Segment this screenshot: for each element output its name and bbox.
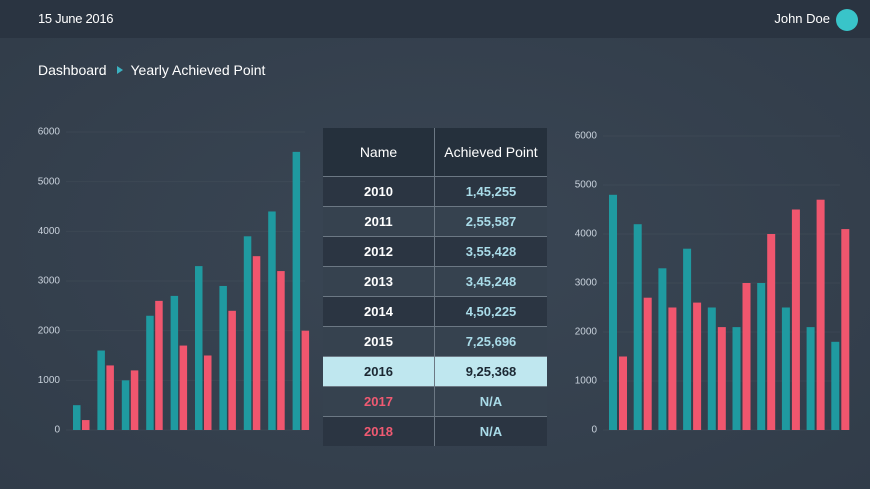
bar [82, 420, 90, 430]
user-name[interactable]: John Doe [774, 11, 830, 26]
bar [841, 229, 850, 430]
bar [268, 211, 276, 430]
top-bar: 15 June 2016 John Doe [0, 0, 870, 38]
breadcrumb-arrow [116, 66, 123, 74]
y-tick-label: 3000 [38, 276, 61, 287]
bar [658, 268, 667, 430]
bar [693, 302, 702, 430]
year-cell: 2017 [323, 386, 435, 417]
bar [742, 283, 751, 430]
table-row: 2016 9,25,368 [323, 356, 547, 387]
bar [791, 209, 800, 430]
bar [252, 256, 261, 430]
value-cell: N/A [434, 386, 547, 417]
y-tick-label: 2000 [38, 325, 61, 336]
value-cell: 3,55,428 [434, 236, 547, 267]
y-tick-label: 4000 [38, 226, 61, 237]
bar [292, 151, 301, 430]
y-tick-label: 3000 [575, 278, 598, 289]
y-tick-label: 0 [591, 425, 597, 436]
value-cell: N/A [434, 416, 547, 446]
header-cell: Achieved Point [434, 128, 547, 177]
y-tick-label: 5000 [38, 176, 61, 187]
breadcrumb-item: Yearly Achieved Point [130, 62, 266, 78]
breadcrumb-item[interactable]: Dashboard [38, 62, 107, 78]
bar [155, 300, 163, 430]
year-cell: 2013 [323, 266, 435, 297]
bar [668, 307, 677, 430]
bar [106, 365, 114, 430]
year-cell: 2014 [323, 296, 435, 327]
bar [767, 234, 776, 430]
bar [619, 356, 627, 430]
bar [170, 295, 179, 430]
year-cell: 2012 [323, 236, 435, 267]
bar [277, 271, 285, 430]
bar [121, 380, 130, 430]
y-tick-label: 6000 [38, 127, 61, 138]
bar [781, 307, 790, 430]
bar [130, 370, 139, 430]
bar [219, 285, 227, 430]
year-cell: 2011 [323, 206, 435, 237]
value-cell: 9,25,368 [434, 356, 547, 387]
table-row: 2010 1,45,255 [323, 176, 547, 207]
bar [732, 327, 741, 430]
bar [831, 341, 840, 430]
table-row: 2011 2,55,587 [323, 206, 547, 237]
year-cell: 2018 [323, 416, 435, 446]
value-cell: 2,55,587 [434, 206, 547, 237]
table-row: 2013 3,45,248 [323, 266, 547, 297]
year-cell: 2015 [323, 326, 435, 357]
year-cell: 2016 [323, 356, 435, 387]
date: 15 June 2016 [38, 11, 114, 26]
y-tick-label: 6000 [575, 131, 598, 142]
bar [609, 194, 617, 430]
table-row: 2012 3,55,428 [323, 236, 547, 267]
table-header: Name Achieved Point [323, 128, 547, 177]
bar [228, 310, 236, 430]
y-tick-label: 5000 [575, 180, 598, 191]
bar [757, 283, 766, 430]
bar [816, 199, 825, 430]
year-cell: 2010 [323, 176, 435, 207]
bar [643, 297, 652, 430]
y-tick-label: 1000 [575, 376, 598, 387]
bar [683, 248, 692, 430]
y-tick-label: 0 [54, 425, 60, 436]
bar [204, 355, 212, 430]
bar [243, 236, 252, 430]
bar [195, 266, 203, 430]
y-tick-label: 4000 [575, 229, 598, 240]
data-table: Name Achieved Point 2010 1,45,255 2011 2,55… [323, 128, 547, 446]
table-row: 2018 N/A [323, 416, 547, 446]
value-cell: 4,50,225 [434, 296, 547, 327]
bar [717, 327, 726, 430]
bar [301, 330, 310, 430]
breadcrumb: Dashboard Yearly Achieved Point [38, 62, 265, 78]
bar [146, 315, 154, 430]
table-row: 2014 4,50,225 [323, 296, 547, 327]
bar [73, 405, 81, 430]
y-tick-label: 1000 [38, 375, 61, 386]
table-row: 2015 7,25,696 [323, 326, 547, 357]
header-cell: Name [323, 128, 435, 177]
table-row: 2017 N/A [323, 386, 547, 417]
bar [707, 307, 716, 430]
value-cell: 3,45,248 [434, 266, 547, 297]
bar [179, 345, 188, 430]
avatar[interactable] [836, 9, 858, 31]
bar [806, 327, 815, 430]
bar [633, 224, 642, 430]
bar [97, 350, 105, 430]
y-tick-label: 2000 [575, 327, 598, 338]
value-cell: 1,45,255 [434, 176, 547, 207]
value-cell: 7,25,696 [434, 326, 547, 357]
